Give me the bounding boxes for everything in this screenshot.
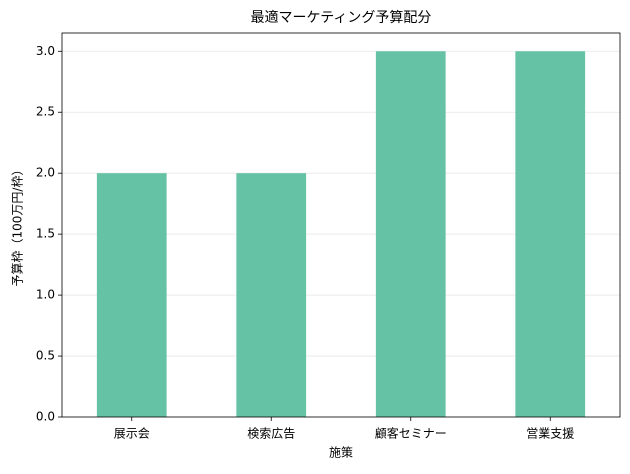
x-tick-label: 検索広告 xyxy=(247,427,295,441)
bar xyxy=(236,173,307,417)
y-tick-label: 0.5 xyxy=(36,349,55,363)
x-tick-label: 営業支援 xyxy=(526,427,574,441)
x-tick-label: 展示会 xyxy=(114,427,150,441)
x-tick-label: 顧客セミナー xyxy=(375,426,447,441)
y-tick-label: 3.0 xyxy=(36,44,55,58)
bar xyxy=(96,173,167,417)
y-tick-label: 2.5 xyxy=(36,105,55,119)
y-tick-label: 2.0 xyxy=(36,166,55,180)
bar xyxy=(375,51,446,418)
y-tick-label: 0.0 xyxy=(36,410,55,424)
y-tick-label: 1.5 xyxy=(36,227,55,241)
bar xyxy=(515,51,586,418)
chart-title: 最適マーケティング予算配分 xyxy=(251,9,432,26)
y-tick-label: 1.0 xyxy=(36,288,55,302)
plot-frame xyxy=(61,32,621,418)
y-axis-label: 予算枠（100万円/枠） xyxy=(10,164,25,287)
x-axis-label: 施策 xyxy=(329,446,353,460)
